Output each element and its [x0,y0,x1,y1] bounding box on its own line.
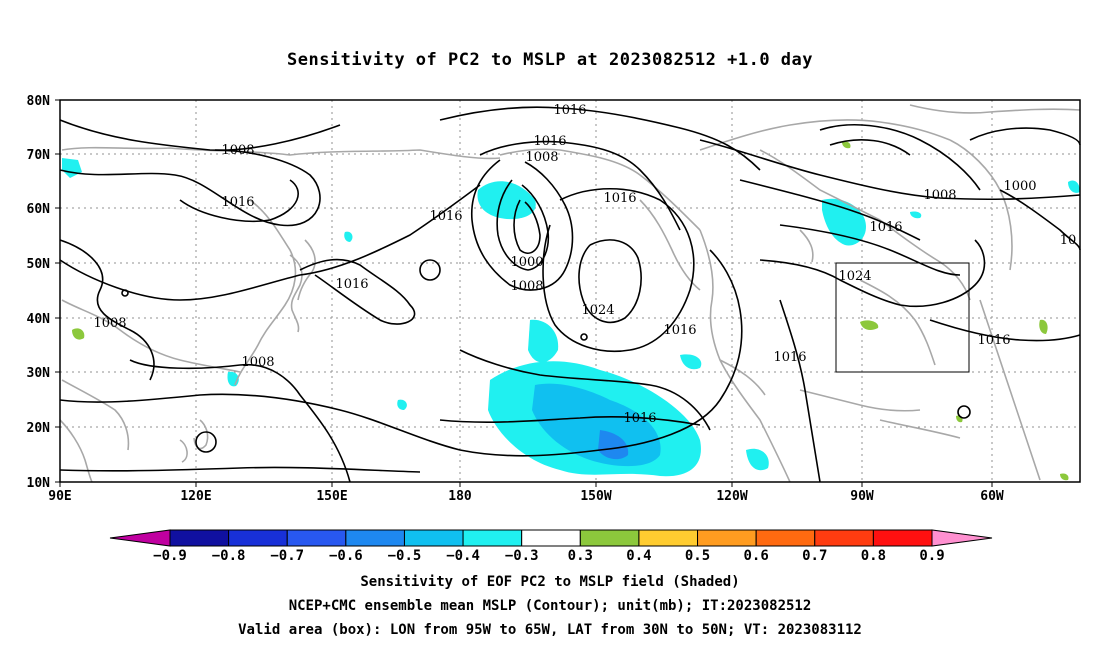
contour-label: 1000 [1003,179,1036,194]
contour-label: 1016 [335,277,368,292]
colorbar-label: −0.9 [153,548,187,564]
contour-label: 1024 [581,303,614,318]
lon-label: 150E [316,489,347,504]
valid-area-box [835,262,970,373]
footer-line-2: NCEP+CMC ensemble mean MSLP (Contour); u… [288,598,812,614]
colorbar-label: 0.3 [568,548,593,564]
lat-label: 30N [27,366,51,381]
colorbar-swatch [228,529,288,547]
axis-ticks [55,99,993,487]
contour-label: 1016 [603,191,636,206]
contour-label: 1016 [773,350,806,365]
contour-label: 1024 [838,269,871,284]
colorbar-label: −0.4 [446,548,480,564]
colorbar-swatch [755,529,816,547]
colorbar-label: −0.6 [329,548,363,564]
colorbar-label: 0.9 [919,548,944,564]
contour-label: 1016 [533,134,566,149]
colorbar-label: 0.5 [685,548,710,564]
contour-labels: 1016 1016 1008 1008 1016 1016 1016 1016 … [93,103,1076,426]
lat-label: 80N [27,94,51,109]
contour-label: 1016 [429,209,462,224]
colorbar-swatch [814,529,874,547]
lat-label: 50N [27,257,51,272]
colorbar-swatch [462,529,523,547]
lat-labels: 80N 70N 60N 50N 40N 30N 20N 10N [27,94,51,491]
colorbar-label: −0.3 [505,548,539,564]
lon-label: 120E [180,489,211,504]
colorbar-swatch [345,529,405,547]
contour-label: 1008 [93,316,126,331]
contour-label: 1016 [623,411,656,426]
lat-label: 40N [27,312,51,327]
colorbar-low-arrow [109,529,171,547]
colorbar-swatch [638,529,699,547]
contour-label: 1008 [221,143,254,158]
colorbar-label: −0.8 [212,548,246,564]
lon-labels: 90E 120E 150E 180 150W 120W 90W 60W [48,489,1004,504]
colorbar-swatch [579,529,640,547]
footer-line-1: Sensitivity of EOF PC2 to MSLP field (Sh… [360,574,740,590]
colorbar-label: −0.5 [388,548,422,564]
colorbar-swatch [697,529,757,547]
lon-label: 90W [850,489,874,504]
colorbar-swatch [403,529,464,547]
lat-label: 60N [27,202,51,217]
colorbar-label: 0.7 [802,548,827,564]
colorbar-label: −0.7 [270,548,304,564]
chart-title: Sensitivity of PC2 to MSLP at 2023082512… [286,50,813,70]
contour-label: 1016 [553,103,586,118]
footer-line-3: Valid area (box): LON from 95W to 65W, L… [238,622,862,638]
lat-label: 20N [27,421,51,436]
contour-label: 1000 [510,255,543,270]
lon-label: 150W [580,489,611,504]
colorbar-swatch [521,529,581,547]
sensitivity-shading [62,141,1080,481]
contour-label: 10 [1060,233,1077,248]
colorbar-label: 0.8 [861,548,886,564]
colorbar-label: 0.6 [744,548,769,564]
lat-label: 70N [27,148,51,163]
lon-label: 90E [48,489,71,504]
contour-label: 1008 [510,279,543,294]
contour-label: 1008 [241,355,274,370]
contour-label: 1016 [977,333,1010,348]
contour-label: 1008 [923,188,956,203]
lon-label: 60W [980,489,1004,504]
contour-label: 1016 [221,195,254,210]
contour-label: 1016 [869,220,902,235]
colorbar-swatch [872,529,933,547]
colorbar-swatch [169,529,230,547]
lon-label: 180 [448,489,472,504]
lon-label: 120W [716,489,747,504]
colorbar-swatch [286,529,347,547]
contour-label: 1016 [663,323,696,338]
colorbar: −0.9 −0.8 −0.7 −0.6 −0.5 −0.4 −0.3 0.3 0.4 0.5 0.6… [109,529,993,564]
colorbar-label: 0.4 [626,548,651,564]
lat-label: 10N [27,476,51,491]
colorbar-high-arrow [931,529,993,547]
map-frame [59,99,1081,483]
mslp-contours [59,106,1081,483]
contour-label: 1008 [525,150,558,165]
